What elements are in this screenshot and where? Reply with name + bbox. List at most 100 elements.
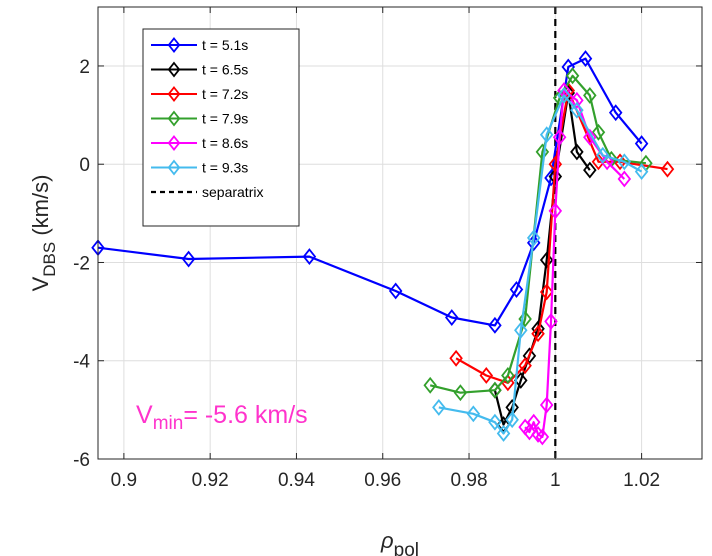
data-point (423, 376, 437, 394)
legend-marker (167, 37, 181, 53)
tick-labels: 0.9 0.92 0.94 0.96 0.98 1 1.02 -6 -4 -2 0 2 (73, 57, 660, 491)
x-tick-label: 0.96 (364, 470, 401, 491)
legend-label: t = 9.3s (202, 160, 248, 176)
plot-frame (97, 6, 703, 460)
series-line (97, 57, 643, 327)
data-point (583, 161, 597, 179)
y-axis-label-main: V (28, 276, 53, 291)
y-axis-label: VDBS (km/s) (28, 175, 59, 292)
data-point (570, 91, 584, 109)
x-axis-label-sub: pol (394, 540, 419, 556)
data-point (548, 202, 563, 220)
data-point (570, 143, 584, 161)
legend-label: t = 7.2s (202, 86, 248, 102)
data-point (479, 367, 494, 384)
data-point (617, 170, 632, 188)
legend: t = 5.1s t = 6.5s t = 7.2s t = 7.9s t = 8.6s… (142, 28, 300, 227)
legend-box (142, 28, 300, 227)
data-point (531, 325, 545, 343)
data-point (531, 425, 545, 443)
legend-marker (167, 135, 181, 151)
x-tick-label: 1 (550, 470, 561, 491)
data-point (466, 405, 481, 423)
y-tick-label: -2 (73, 253, 90, 274)
data-point (445, 309, 459, 326)
data-point (488, 381, 502, 399)
data-point (539, 283, 554, 301)
data-point (535, 428, 550, 446)
data-point (583, 86, 597, 104)
data-point (596, 146, 610, 164)
legend-entry: t = 9.3s (151, 160, 248, 176)
series-5 (432, 86, 649, 442)
x-tick-label: 0.98 (451, 470, 488, 491)
data-point (578, 50, 593, 68)
legend-entry: separatrix (151, 184, 263, 200)
data-point (548, 168, 563, 185)
data-point (565, 67, 580, 85)
y-tick-label: 0 (79, 155, 90, 176)
series-layer (91, 50, 675, 446)
data-point (539, 126, 554, 144)
legend-entry: t = 7.9s (151, 111, 248, 127)
data-point (509, 281, 524, 298)
data-point (449, 349, 463, 367)
y-tick-label: -6 (73, 450, 90, 471)
series-line (455, 89, 668, 384)
x-tick-label: 1.02 (623, 470, 660, 491)
y-tick-label: 2 (79, 57, 90, 78)
data-point (496, 425, 511, 442)
legend-label: t = 5.1s (202, 37, 248, 53)
legend-label: t = 7.9s (202, 111, 248, 127)
data-point (552, 128, 567, 146)
vmin-annotation-rest: = -5.6 km/s (183, 401, 307, 429)
data-point (539, 396, 554, 414)
data-point (539, 251, 554, 269)
data-point (526, 413, 541, 431)
legend-entry: t = 6.5s (151, 62, 248, 78)
data-point (453, 384, 468, 402)
legend-label: t = 8.6s (202, 135, 248, 151)
vmin-annotation-main: V (136, 401, 153, 429)
legend-label: separatrix (202, 184, 263, 200)
legend-label: t = 6.5s (202, 62, 248, 78)
axis-ticks (98, 7, 702, 460)
data-point (526, 229, 541, 247)
vmin-annotation-sub: min (153, 413, 184, 434)
data-point (591, 153, 606, 171)
data-point (501, 367, 515, 384)
data-point (570, 101, 584, 119)
y-axis-label-unit: (km/s) (28, 175, 53, 242)
data-point (518, 357, 532, 375)
data-point (514, 321, 528, 339)
legend-entry: t = 5.1s (151, 37, 248, 53)
legend-marker (167, 110, 181, 127)
data-point (535, 143, 550, 161)
legend-marker (167, 86, 181, 102)
legend-entry: t = 8.6s (151, 135, 248, 151)
data-point (591, 123, 606, 141)
data-point (488, 316, 502, 334)
data-point (634, 135, 649, 153)
legend-entry: t = 7.2s (151, 86, 248, 102)
data-point (557, 86, 571, 104)
x-axis-label: ρpol (380, 528, 419, 556)
series-line (438, 94, 643, 435)
legend-marker (167, 159, 181, 176)
data-point (634, 163, 649, 181)
data-point (600, 153, 614, 171)
data-point (181, 250, 196, 268)
data-point (518, 310, 532, 328)
y-tick-label: -4 (73, 352, 90, 373)
data-point (617, 153, 632, 171)
data-point (302, 248, 317, 266)
data-point (432, 398, 446, 416)
data-point (488, 413, 502, 431)
data-point (583, 128, 597, 146)
data-point (608, 104, 623, 122)
x-axis-label-main: ρ (380, 528, 394, 553)
x-tick-label: 0.94 (278, 470, 315, 491)
x-tick-label: 0.9 (111, 470, 137, 491)
data-point (660, 160, 675, 178)
